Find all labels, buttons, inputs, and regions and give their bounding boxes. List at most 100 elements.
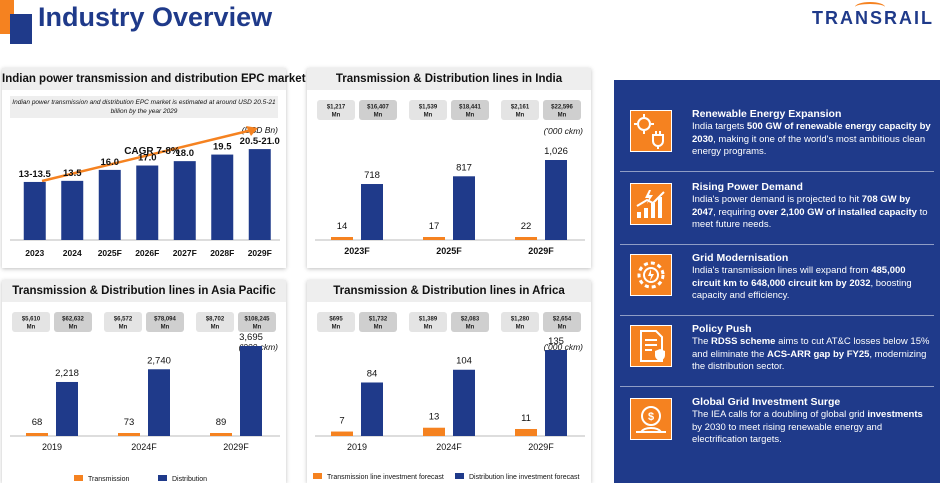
- bar-distribution: [545, 160, 567, 240]
- value-badge: [146, 312, 184, 332]
- bar: [61, 180, 84, 240]
- cagr-label: CAGR 7-8%: [124, 146, 180, 157]
- badge-text: $1,732: [369, 317, 388, 323]
- data-label: 89: [216, 417, 227, 428]
- badge-text: $1,389: [419, 317, 438, 323]
- legend-swatch: [158, 475, 167, 481]
- bar: [136, 165, 159, 240]
- highlight-body: India targets 500 GW of renewable energy…: [692, 121, 932, 159]
- value-badge: [451, 100, 489, 120]
- bar-distribution: [453, 176, 475, 240]
- bar-distribution: [148, 369, 170, 436]
- x-tick-label: 2023F: [344, 246, 370, 256]
- bar-distribution: [361, 382, 383, 436]
- highlight-divider: [620, 386, 934, 387]
- badge-text: Mn: [119, 325, 128, 331]
- highlight-text: , modernizing the distribution sector.: [692, 348, 927, 373]
- bar: [98, 169, 121, 240]
- value-badge: [104, 312, 142, 332]
- value-badge: [359, 100, 397, 120]
- badge-text: Mn: [332, 325, 341, 331]
- badge-text: $18,441: [459, 105, 481, 111]
- highlight-emphasis: RDSS scheme: [711, 336, 776, 347]
- x-tick-label: 2025F: [98, 248, 122, 258]
- company-logo: TRANSRAIL: [812, 8, 934, 28]
- badge-text: Mn: [516, 113, 525, 119]
- bar-transmission: [210, 433, 232, 436]
- x-tick-label: 2024: [63, 248, 82, 258]
- data-label: 817: [456, 162, 472, 173]
- x-tick-label: 2023: [25, 248, 44, 258]
- value-badge: [501, 312, 539, 332]
- panel-title: Transmission & Distribution lines in Ind…: [307, 68, 591, 90]
- market-chart: (USD Bn) CAGR 7-8% 13-13.5 2023 13.5 2024 16.0…: [10, 125, 280, 258]
- x-tick-label: 2024F: [436, 442, 462, 452]
- highlight-emphasis: 500 GW of renewable energy capacity by 2…: [692, 121, 931, 145]
- data-label: 16.0: [101, 157, 120, 168]
- value-badge: [317, 312, 355, 332]
- value-badge: [409, 312, 447, 332]
- badge-text: Mn: [424, 325, 433, 331]
- badge-text: $22,596: [551, 105, 573, 111]
- badge-text: $108,245: [244, 317, 270, 323]
- value-badge: [317, 100, 355, 120]
- badge-text: Mn: [27, 325, 36, 331]
- logo-arc: [855, 2, 885, 12]
- panel-title: Indian power transmission and distributi…: [2, 68, 306, 90]
- unit-label: ('000 ckm): [544, 126, 584, 136]
- policy-document-icon: [630, 325, 672, 367]
- corner-accent-navy: [10, 14, 32, 44]
- value-badge: [238, 312, 276, 332]
- unit-label: ('000 ckm): [544, 342, 584, 352]
- unit-label: (USD Bn): [242, 125, 279, 135]
- data-label: 17: [429, 221, 440, 232]
- data-label: 7: [339, 416, 344, 427]
- legend-label: Distribution line investment forecast: [469, 474, 580, 481]
- bar-distribution: [240, 346, 262, 436]
- x-tick-label: 2029F: [248, 248, 272, 258]
- bar-transmission: [331, 431, 353, 436]
- badge-text: $1,217: [327, 105, 346, 111]
- x-tick-label: 2027F: [173, 248, 197, 258]
- highlight-title: Global Grid Investment Surge: [692, 396, 841, 408]
- panel-title: Transmission & Distribution lines in Afr…: [307, 280, 591, 302]
- highlight-text: India targets: [692, 121, 747, 132]
- data-label: 104: [456, 356, 472, 367]
- value-badge: [409, 100, 447, 120]
- x-tick-label: 2019: [42, 442, 62, 452]
- badge-text: $695: [329, 317, 343, 323]
- asia-pacific-chart: $5,610 Mn $62,632 Mn $6,572 Mn $78,094 Mn $8,702…: [10, 312, 280, 483]
- highlight-body: The RDSS scheme aims to cut AT&C losses …: [692, 336, 932, 374]
- highlight-text: The: [692, 336, 712, 347]
- badge-text: Mn: [558, 325, 567, 331]
- highlight-body: India's transmission lines will expand f…: [692, 265, 932, 303]
- highlight-emphasis: over 2,100 GW of installed capacity: [758, 206, 917, 218]
- x-tick-label: 2024F: [131, 442, 157, 452]
- highlight-title: Grid Modernisation: [692, 252, 789, 264]
- badge-text: $6,572: [114, 317, 133, 323]
- data-label: 19.5: [213, 142, 232, 153]
- data-label: 11: [521, 413, 531, 424]
- data-label: 73: [124, 417, 135, 428]
- value-badge: [54, 312, 92, 332]
- value-badge: [359, 312, 397, 332]
- highlight-emphasis: investments: [867, 409, 923, 420]
- bar: [211, 154, 234, 240]
- data-label: 1,026: [544, 146, 568, 157]
- panel-india-market: Indian power transmission and distributi…: [2, 68, 306, 268]
- badge-text: Mn: [332, 113, 341, 119]
- panel-asia-pacific: Transmission & Distribution lines in Asi…: [2, 280, 286, 483]
- x-tick-label: 2029F: [528, 246, 554, 256]
- legend-label: Transmission: [88, 476, 129, 483]
- badge-text: $62,632: [62, 317, 84, 323]
- highlight-divider: [620, 171, 934, 172]
- grid-gear-icon: [630, 254, 672, 296]
- bar-transmission: [515, 237, 537, 240]
- bar-transmission: [515, 428, 537, 436]
- data-label: 84: [367, 368, 378, 379]
- page-title: Industry Overview: [38, 2, 273, 32]
- highlight-text: to meet future needs.: [692, 206, 928, 231]
- highlight-text: India's power demand is projected to hit: [692, 194, 862, 205]
- badge-text: $8,702: [206, 317, 225, 323]
- africa-chart: $695 Mn $1,732 Mn $1,389 Mn $2,083 Mn $1,280 Mn $2…: [313, 312, 585, 481]
